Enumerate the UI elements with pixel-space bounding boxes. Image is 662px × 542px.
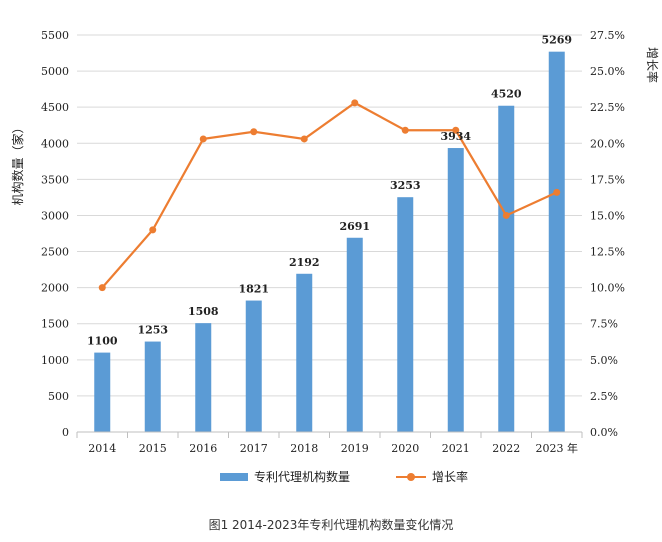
x-tick-label: 2022 bbox=[492, 442, 520, 455]
y2-tick-label: 7.5% bbox=[590, 318, 618, 331]
value-labels: 1100 1253 1508 1821 2192 2691 3253 3934 4520 5269 bbox=[87, 34, 572, 348]
growth-rate-line bbox=[101, 101, 558, 289]
bar bbox=[296, 273, 313, 432]
x-tick-label: 2018 bbox=[290, 442, 318, 455]
y-tick-label: 0 bbox=[62, 426, 69, 439]
legend-line-label: 增长率 bbox=[432, 470, 469, 484]
y2-tick-label: 10.0% bbox=[590, 282, 625, 295]
y2-tick-label: 25.0% bbox=[590, 65, 625, 78]
bar bbox=[447, 148, 464, 432]
growth-rate-point bbox=[250, 128, 258, 136]
legend: 专利代理机构数量 增长率 bbox=[220, 468, 514, 485]
growth-rate-point bbox=[401, 126, 409, 134]
y2-tick-label: 5.0% bbox=[590, 354, 618, 367]
growth-rate-point bbox=[149, 226, 157, 234]
y-tick-label: 2000 bbox=[41, 282, 69, 295]
bar bbox=[94, 352, 111, 432]
bar-value-label: 4520 bbox=[491, 88, 522, 101]
bar bbox=[245, 300, 262, 432]
bar-value-label: 1253 bbox=[137, 324, 168, 337]
y2-tick-label: 0.0% bbox=[590, 426, 618, 439]
growth-rate-point bbox=[351, 99, 359, 107]
y-tick-label: 4500 bbox=[41, 101, 69, 114]
y2-tick-label: 27.5% bbox=[590, 29, 625, 42]
y2-tick-label: 20.0% bbox=[590, 137, 625, 150]
legend-bar-label: 专利代理机构数量 bbox=[254, 470, 351, 484]
growth-rate-point bbox=[199, 135, 207, 143]
growth-rate-series bbox=[98, 99, 561, 292]
y-tick-label: 5500 bbox=[41, 29, 69, 42]
bar-value-label: 1100 bbox=[87, 335, 118, 348]
x-tick-label: 2016 bbox=[189, 442, 217, 455]
y-tick-label: 3500 bbox=[41, 173, 69, 186]
x-tick-label: 2019 bbox=[341, 442, 369, 455]
bar bbox=[498, 105, 515, 432]
legend-bar-swatch bbox=[220, 472, 248, 481]
x-tick-label: 2021 bbox=[442, 442, 470, 455]
y2-tick-label: 22.5% bbox=[590, 101, 625, 114]
y-axis-title: 机构数量（家） bbox=[10, 121, 25, 205]
bar bbox=[195, 323, 212, 432]
bar-value-label: 2691 bbox=[339, 220, 370, 233]
y-tick-label: 500 bbox=[48, 390, 69, 403]
x-tick-label: 2023 年 bbox=[536, 441, 579, 455]
bar-value-label: 1821 bbox=[238, 283, 269, 296]
bar-value-label: 5269 bbox=[541, 34, 572, 47]
x-tick-label: 2020 bbox=[391, 442, 419, 455]
growth-rate-point bbox=[553, 188, 561, 196]
legend-item-line: 增长率 bbox=[396, 468, 468, 485]
bar-line-chart: 1100 1253 1508 1821 2192 2691 3253 3934 4520 5269… bbox=[10, 29, 660, 455]
y-tick-label: 1500 bbox=[41, 318, 69, 331]
x-tick-label: 2014 bbox=[88, 442, 116, 455]
growth-rate-point bbox=[300, 135, 308, 143]
y-tick-label: 2500 bbox=[41, 246, 69, 259]
y2-axis-title: 增长率 bbox=[645, 47, 660, 83]
growth-rate-point bbox=[98, 284, 106, 292]
bar bbox=[144, 341, 161, 432]
y-tick-label: 4000 bbox=[41, 137, 69, 150]
legend-line-swatch bbox=[396, 472, 427, 481]
y2-tick-label: 15.0% bbox=[590, 209, 625, 222]
bar-value-label: 3934 bbox=[440, 130, 471, 143]
bar-value-label: 3253 bbox=[390, 179, 421, 192]
bar-value-label: 2192 bbox=[289, 256, 320, 269]
y2-tick-label: 12.5% bbox=[590, 246, 625, 259]
bar bbox=[346, 237, 363, 432]
growth-rate-point bbox=[452, 126, 460, 134]
bar-series bbox=[94, 51, 565, 432]
growth-rate-point bbox=[502, 211, 510, 219]
y2-tick-label: 2.5% bbox=[590, 390, 618, 403]
y-tick-label: 3000 bbox=[41, 209, 69, 222]
x-tick-label: 2017 bbox=[240, 442, 268, 455]
legend-item-bar: 专利代理机构数量 bbox=[220, 468, 350, 485]
bar bbox=[548, 51, 565, 432]
y-tick-label: 1000 bbox=[41, 354, 69, 367]
axes: 0 500 1000 1500 2000 2500 3000 3500 4000 4500 5000… bbox=[10, 29, 660, 455]
y-tick-label: 5000 bbox=[41, 65, 69, 78]
x-tick-label: 2015 bbox=[139, 442, 167, 455]
bar-value-label: 1508 bbox=[188, 305, 219, 318]
bar bbox=[397, 197, 414, 432]
y2-tick-label: 17.5% bbox=[590, 173, 625, 186]
figure-caption: 图1 2014-2023年专利代理机构数量变化情况 bbox=[208, 518, 454, 532]
